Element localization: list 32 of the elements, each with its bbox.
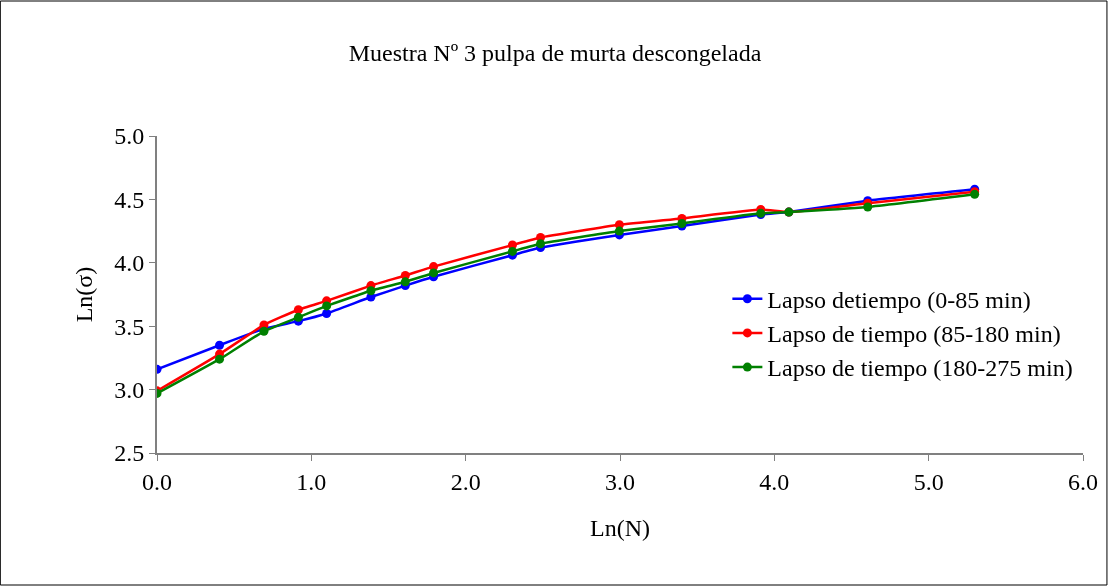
x-tick-label: 0.0 — [142, 468, 172, 495]
point — [400, 277, 410, 287]
point — [322, 309, 332, 319]
point — [215, 340, 225, 350]
point — [366, 286, 376, 296]
y-tick-label: 4.0 — [114, 250, 145, 277]
x-tick-label: 2.0 — [450, 468, 481, 495]
point — [293, 305, 303, 315]
y-tick-label: 4.5 — [114, 186, 145, 213]
y-tick-label: 3.0 — [114, 377, 145, 403]
legend-label: Lapso de tiempo (85-180 min) — [767, 321, 1061, 348]
x-axis-title: Ln(N) — [590, 514, 650, 541]
x-tick-label: 4.0 — [759, 468, 790, 495]
point — [322, 301, 332, 311]
point — [863, 202, 873, 212]
x-tick-label: 6.0 — [1068, 468, 1098, 495]
y-axis-title: Ln(σ) — [70, 266, 97, 323]
chart-title: Muestra Nº 3 pulpa de murta descongelada — [348, 40, 762, 67]
point — [293, 312, 303, 322]
point — [215, 354, 225, 364]
legend-label: Lapso detiempo (0-85 min) — [767, 287, 1031, 314]
y-tick-label: 3.5 — [114, 313, 145, 340]
point — [614, 226, 624, 236]
x-tick-label: 3.0 — [605, 468, 635, 495]
x-tick-label: 1.0 — [296, 468, 327, 495]
point — [429, 268, 439, 278]
y-tick-label: 2.5 — [114, 440, 145, 467]
point — [507, 246, 517, 256]
y-tick-label: 5.0 — [114, 123, 145, 150]
x-tick-label: 5.0 — [913, 468, 944, 495]
legend-label: Lapso de tiempo (180-275 min) — [767, 355, 1073, 382]
point — [536, 239, 546, 249]
